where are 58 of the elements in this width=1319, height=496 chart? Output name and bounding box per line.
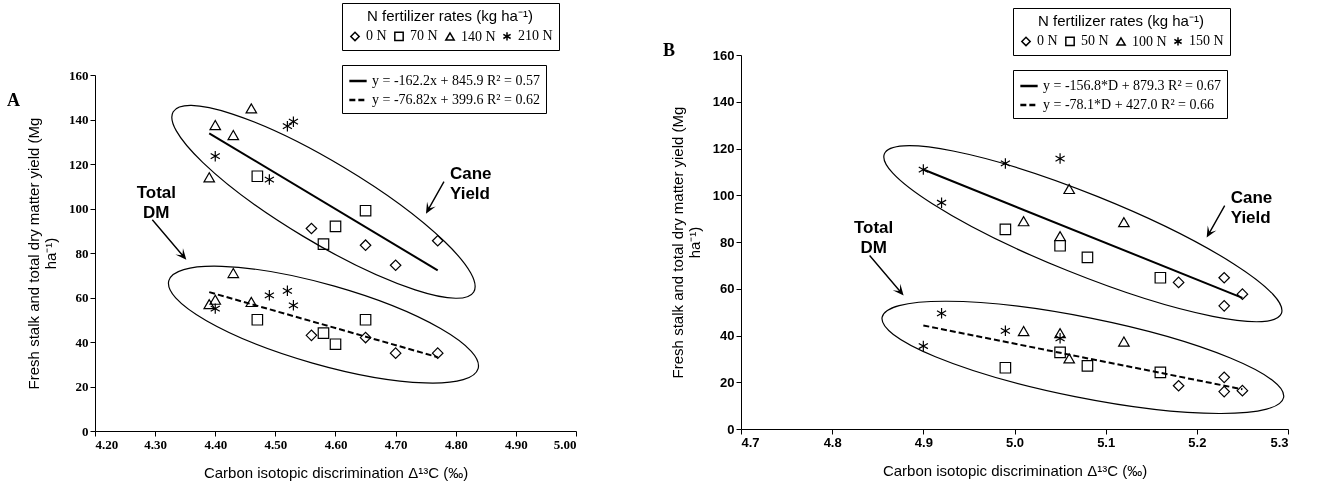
y-tick-label: 80	[75, 245, 89, 261]
y-tick-label: 140	[712, 94, 735, 110]
annotation: Total DM	[853, 218, 894, 258]
y-tick-label: 120	[712, 141, 735, 156]
x-tick-label: 5.0	[1005, 434, 1025, 450]
x-tick-label: 4.40	[204, 436, 228, 452]
x-tick-label: 5.1	[1097, 434, 1116, 450]
text: A	[7, 89, 20, 110]
y-tick-label: 60	[75, 290, 89, 305]
y-tick-label: 120	[69, 156, 89, 172]
legend-label: 140 N	[461, 28, 496, 44]
y-tick-label: 20	[720, 374, 735, 390]
x-tick-label: 4.8	[823, 434, 842, 450]
x-tick-label: 5.2	[1188, 434, 1207, 450]
x-tick-label: 4.30	[144, 436, 167, 452]
annotation: Cane Yield	[449, 163, 492, 203]
x-axis-title: Carbon isotopic discrimination Δ¹³C (‰)	[882, 461, 1148, 479]
x-tick-label: 4.50	[264, 436, 288, 452]
y-axis-title: Fresh stalk and total dry matter yield (Mg ha⁻¹)	[25, 117, 59, 390]
legend-label: 70 N	[410, 28, 438, 44]
y-tick-label: 100	[69, 201, 89, 216]
y-tick-label: 40	[720, 328, 735, 343]
y-tick-label: 20	[75, 379, 89, 394]
legend-label: y = -78.1*D + 427.0 R² = 0.66	[1043, 97, 1214, 112]
x-tick-label: 4.20	[95, 436, 119, 452]
legend-label: 100 N	[1132, 33, 1167, 49]
x-tick-label: 4.60	[324, 436, 348, 452]
legend-label: y = -76.82x + 399.6 R² = 0.62	[372, 92, 540, 107]
legend-label: 150 N	[1189, 33, 1224, 49]
y-tick-label: 0	[727, 421, 735, 437]
x-tick-label: 4.7	[741, 434, 760, 450]
legend-label: 210 N	[518, 28, 553, 44]
y-tick-label: 0	[82, 423, 89, 439]
y-tick-label: 40	[75, 334, 89, 350]
y-tick-label: 140	[69, 112, 89, 127]
x-tick-label: 5.3	[1270, 434, 1289, 450]
legend-label: 50 N	[1081, 33, 1109, 49]
legend-label: 0 N	[366, 28, 387, 44]
x-tick-label: 4.70	[384, 436, 408, 452]
x-tick-label: 4.90	[505, 436, 528, 452]
annotation: Total DM	[136, 182, 176, 222]
legend-title: N fertilizer rates (kg ha⁻¹)	[1038, 12, 1204, 29]
chart-title: B	[663, 39, 676, 60]
legend-label: y = -156.8*D + 879.3 R² = 0.67	[1043, 78, 1221, 93]
legend-title: N fertilizer rates (kg ha⁻¹)	[367, 7, 533, 24]
x-tick-label: 5.00	[553, 436, 577, 452]
y-tick-label: 80	[720, 234, 735, 250]
annotation: Cane Yield	[1230, 187, 1273, 227]
x-tick-label: 4.9	[914, 434, 933, 450]
y-tick-label: 160	[69, 67, 89, 83]
y-tick-label: 100	[712, 187, 735, 203]
y-axis-title: Fresh stalk and total dry matter yield (Mg ha⁻¹)	[668, 106, 703, 379]
y-tick-label: 160	[712, 47, 735, 63]
legend-label: 0 N	[1037, 33, 1058, 49]
x-axis-title: Carbon isotopic discrimination Δ¹³C (‰)	[203, 463, 469, 481]
x-tick-label: 4.80	[444, 436, 468, 452]
legend-label: y = -162.2x + 845.9 R² = 0.57	[372, 73, 540, 88]
y-tick-label: 60	[720, 281, 735, 297]
